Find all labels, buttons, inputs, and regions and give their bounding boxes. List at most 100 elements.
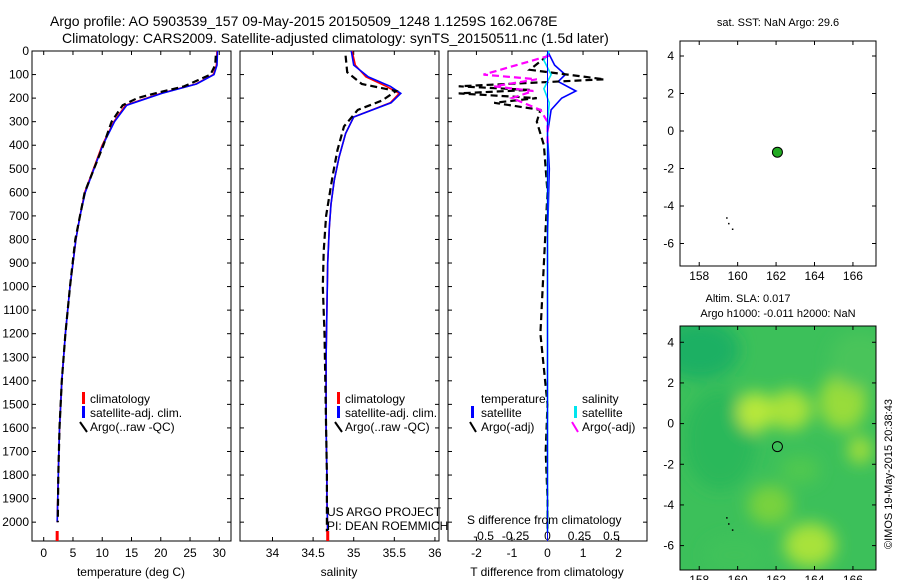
sla-title-line-2: Argo h1000: -0.011 h2000: NaN — [700, 308, 855, 320]
map-x-tick-label: 162 — [766, 269, 786, 283]
legend-temperature-satellite: satellite — [481, 406, 522, 420]
map-y-tick-label: -4 — [663, 199, 674, 213]
y-tick-label: 2000 — [2, 515, 29, 529]
legend-climatology: climatology — [345, 392, 405, 406]
sst-map-title: sat. SST: NaN Argo: 29.6 — [717, 17, 839, 29]
map-y-tick-label: 4 — [667, 335, 674, 349]
y-tick-label: 1700 — [2, 444, 29, 458]
y-tick-label: 200 — [9, 91, 29, 105]
s-tick-label: 0.5 — [603, 529, 620, 543]
temperature-panel — [31, 50, 232, 542]
t-difference-xlabel: T difference from climatology — [470, 565, 624, 579]
x-tick-label: 0 — [544, 546, 551, 560]
x-tick-label: 30 — [213, 546, 227, 560]
y-tick-label: 500 — [9, 162, 29, 176]
x-tick-label: 15 — [125, 546, 139, 560]
argo-location-marker — [771, 146, 783, 158]
s-tick-label: -0.5 — [473, 529, 494, 543]
legend-satellite-adj: satellite-adj. clim. — [90, 406, 182, 420]
legend-header-salinity: salinity — [582, 392, 619, 406]
map-y-tick-label: 2 — [667, 87, 674, 101]
y-tick-label: 1500 — [2, 397, 29, 411]
series-argo-raw-qc — [321, 55, 399, 532]
map-x-tick-label: 160 — [728, 269, 748, 283]
s-tick-label: 0.25 — [568, 529, 592, 543]
map-x-tick-label: 162 — [766, 573, 786, 580]
project-label: US ARGO PROJECT — [327, 505, 442, 519]
x-tick-label: 20 — [154, 546, 168, 560]
island-mark — [726, 217, 728, 219]
y-tick-label: 1800 — [2, 468, 29, 482]
map-y-tick-label: 2 — [667, 376, 674, 390]
y-tick-label: 1900 — [2, 492, 29, 506]
island-mark — [726, 517, 728, 519]
island-mark — [728, 523, 730, 525]
legend-satellite-adj: satellite-adj. clim. — [345, 406, 437, 420]
s-tick-label: -0.25 — [502, 529, 530, 543]
map-x-tick-label: 158 — [689, 269, 709, 283]
x-tick-label: -1 — [507, 546, 518, 560]
temperature-xlabel: temperature (deg C) — [77, 565, 185, 579]
y-tick-label: 700 — [9, 209, 29, 223]
map-y-tick-label: -4 — [663, 498, 674, 512]
legend-climatology: climatology — [90, 392, 150, 406]
y-tick-label: 0 — [22, 44, 29, 58]
sla-heatmap — [680, 326, 876, 570]
x-tick-label: 36 — [428, 546, 442, 560]
title-line-2: Climatology: CARS2009. Satellite-adjuste… — [62, 30, 609, 46]
imos-credit: ©IMOS 19-May-2015 20:38:43 — [883, 399, 895, 549]
salinity-panel — [239, 50, 440, 542]
y-tick-label: 800 — [9, 232, 29, 246]
map-x-tick-label: 164 — [804, 269, 824, 283]
y-tick-label: 300 — [9, 115, 29, 129]
legend-header-temperature: temperature — [481, 392, 546, 406]
argo-location-marker — [771, 441, 783, 453]
y-tick-label: 600 — [9, 185, 29, 199]
map-x-tick-label: 158 — [689, 573, 709, 580]
island-mark — [728, 222, 730, 225]
x-tick-label: -2 — [471, 546, 482, 560]
map-y-tick-label: -2 — [663, 457, 674, 471]
y-tick-label: 1300 — [2, 350, 29, 364]
map-y-tick-label: 0 — [667, 417, 674, 431]
map-x-tick-label: 160 — [728, 573, 748, 580]
map-x-tick-label: 164 — [804, 573, 824, 580]
x-tick-label: 34.5 — [301, 546, 325, 560]
legend-salinity-satellite: satellite — [582, 406, 623, 420]
series-salinity-argo-adj — [483, 54, 550, 146]
sla-title-line-1: Altim. SLA: 0.017 — [706, 293, 791, 305]
legend-temperature-argo: Argo(-adj) — [481, 420, 534, 434]
map-y-tick-label: 0 — [667, 124, 674, 138]
y-tick-label: 1400 — [2, 374, 29, 388]
series-argo-raw-qc — [56, 55, 217, 523]
pi-label: PI: DEAN ROEMMICH — [327, 519, 448, 533]
temperature-legend: climatology satellite-adj. clim. Argo(..… — [79, 392, 182, 434]
x-tick-label: 35 — [347, 546, 361, 560]
y-tick-label: 1100 — [3, 303, 29, 317]
x-tick-label: 1 — [580, 546, 587, 560]
x-tick-label: 2 — [615, 546, 622, 560]
legend-argo-raw: Argo(..raw -QC) — [90, 420, 175, 434]
x-tick-label: 0 — [40, 546, 47, 560]
salinity-legend: climatology satellite-adj. clim. Argo(..… — [334, 392, 437, 434]
y-tick-label: 1000 — [2, 280, 29, 294]
y-tick-label: 900 — [9, 256, 29, 270]
difference-legend: temperature salinity satellite Argo(-adj… — [469, 392, 635, 434]
y-tick-label: 100 — [9, 68, 29, 82]
legend-salinity-argo: Argo(-adj) — [582, 420, 635, 434]
x-tick-label: 10 — [96, 546, 110, 560]
map-x-tick-label: 166 — [843, 269, 863, 283]
salinity-xlabel: salinity — [321, 565, 358, 579]
x-tick-label: 25 — [183, 546, 197, 560]
y-tick-label: 1200 — [2, 327, 29, 341]
legend-argo-raw: Argo(..raw -QC) — [345, 420, 430, 434]
x-tick-label: 34 — [266, 546, 280, 560]
sla-map-panel — [679, 325, 877, 571]
y-tick-label: 400 — [9, 138, 29, 152]
map-y-tick-label: 4 — [667, 49, 674, 63]
title-line-1: Argo profile: AO 5903539_157 09-May-2015… — [50, 13, 558, 29]
map-y-tick-label: -6 — [663, 237, 674, 251]
x-tick-label: 5 — [70, 546, 77, 560]
map-y-tick-label: -2 — [663, 162, 674, 176]
